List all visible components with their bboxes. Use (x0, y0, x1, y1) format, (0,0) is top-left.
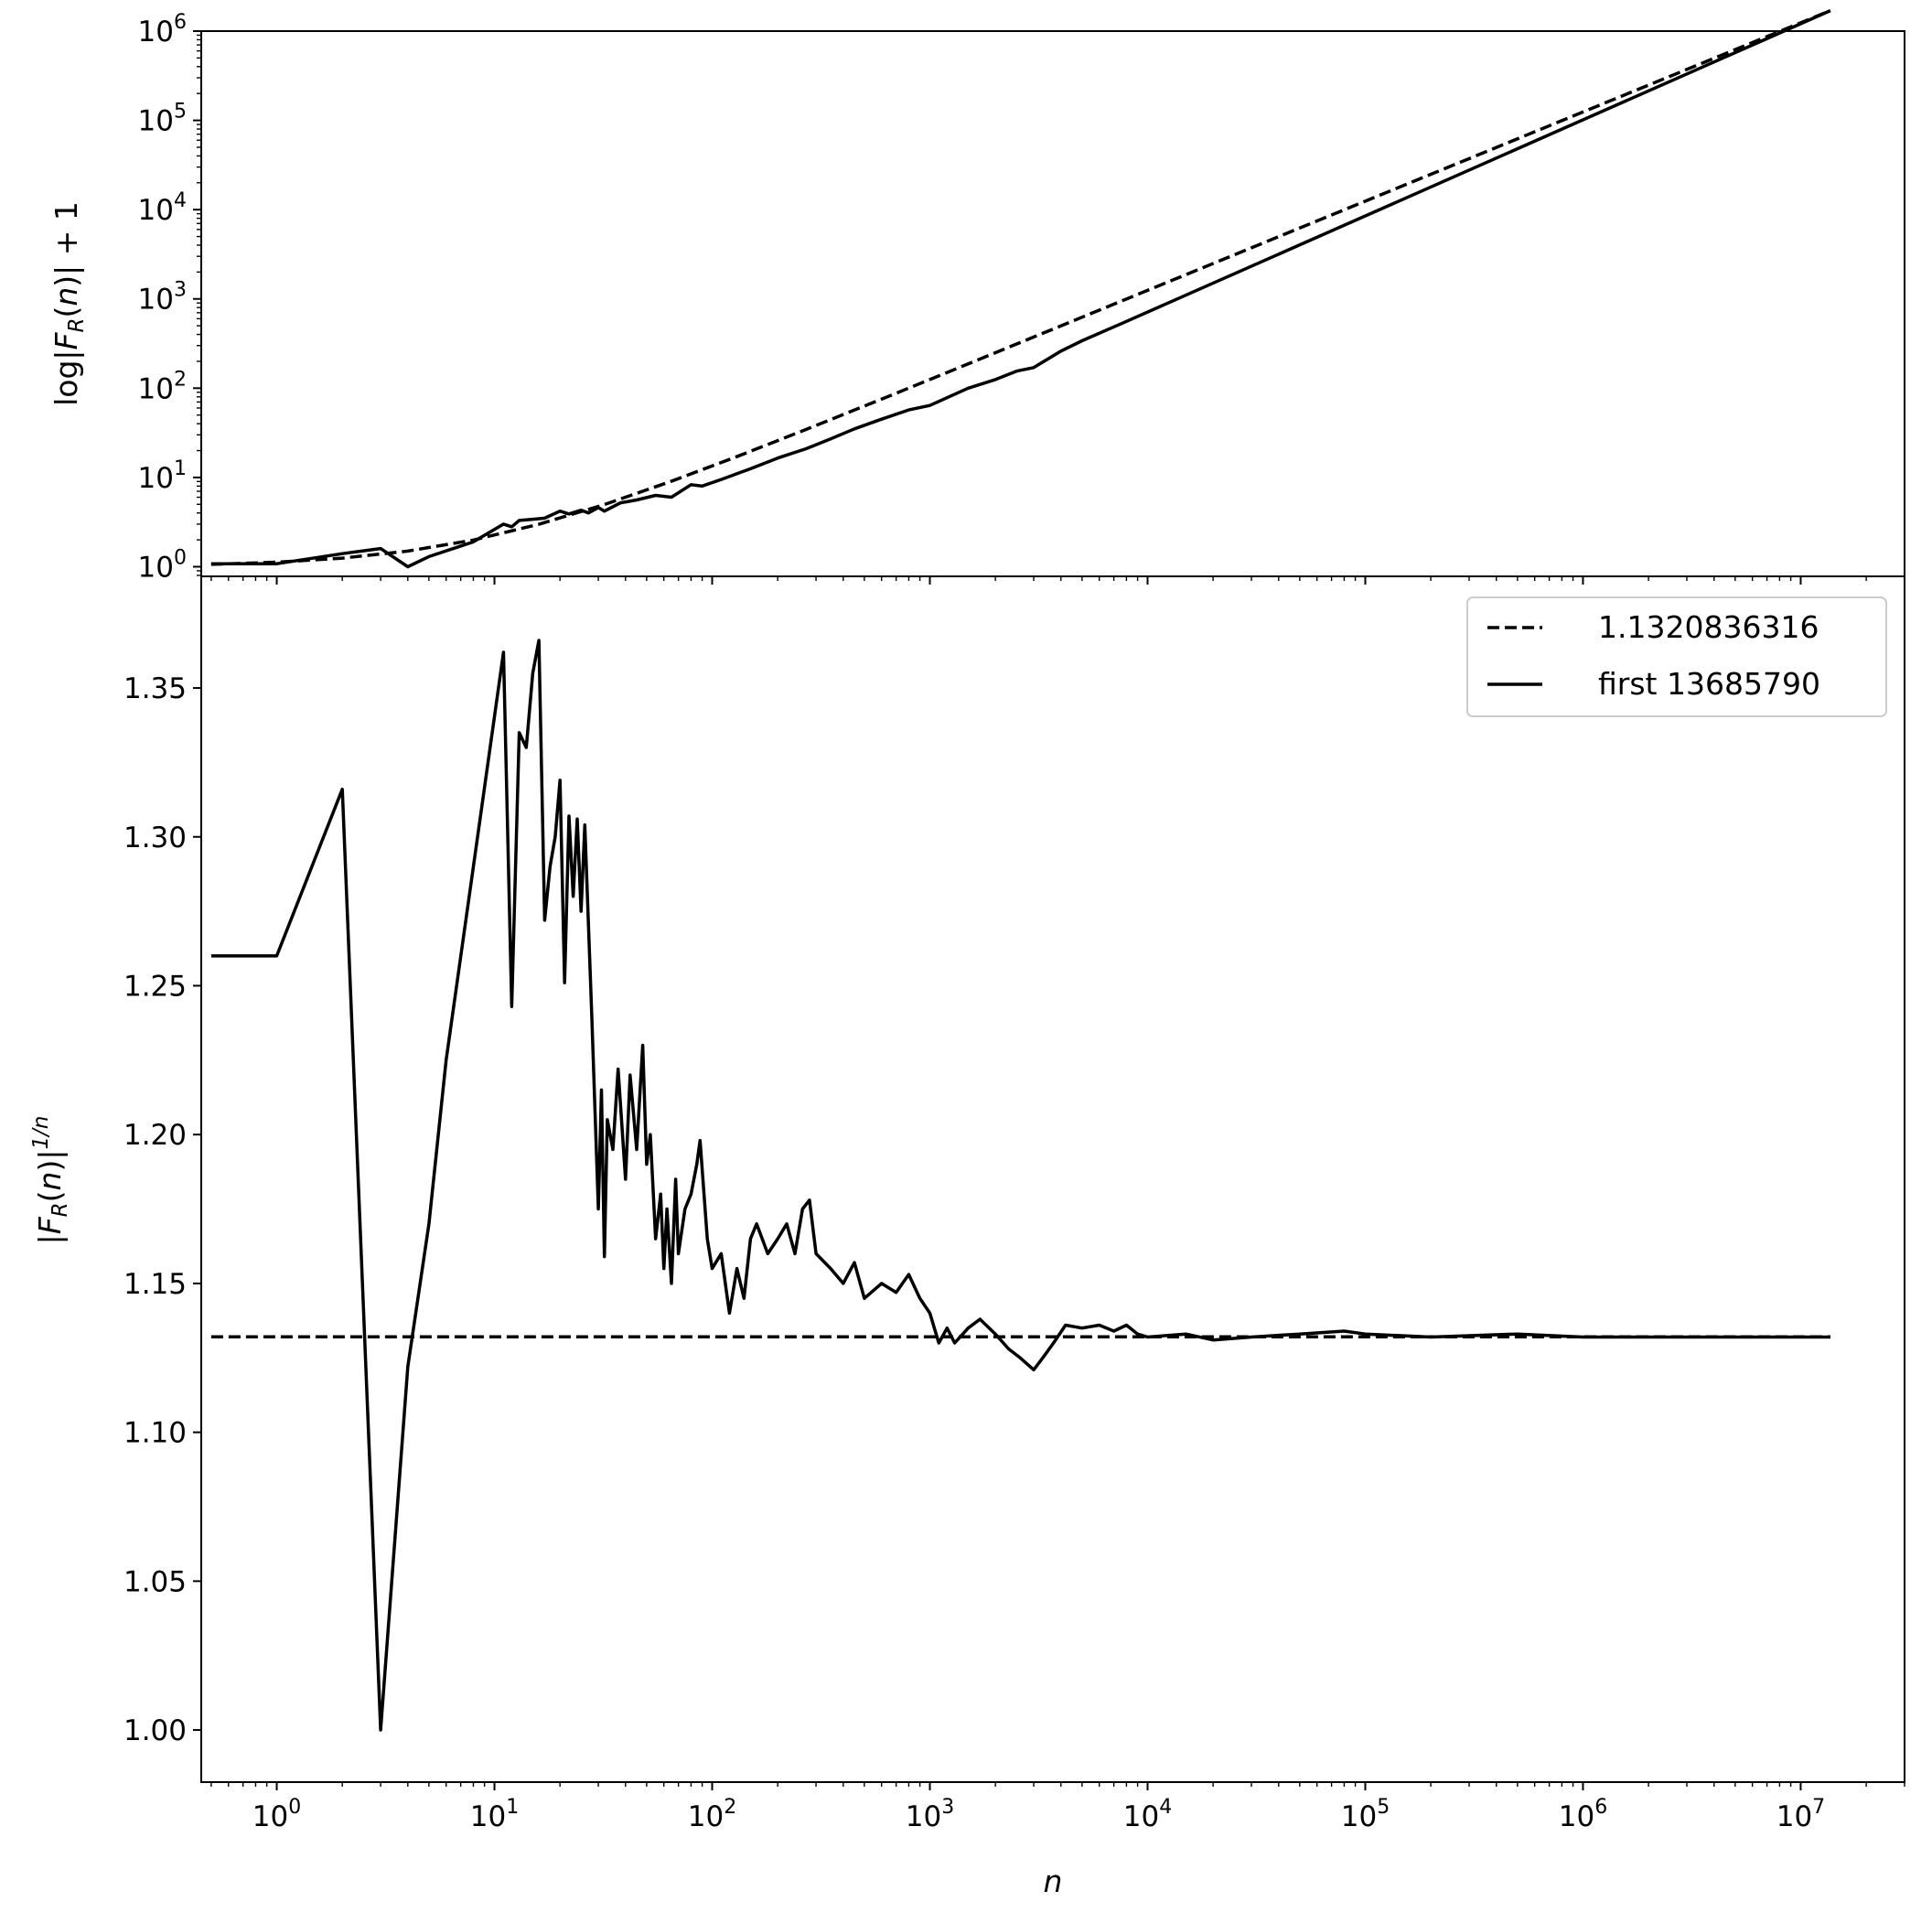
top-y-tick-label: 106 (138, 11, 187, 48)
bottom-x-tick-label: 100 (252, 1796, 301, 1833)
bottom-x-tick-label: 103 (906, 1796, 954, 1833)
legend-label-first: first 13685790 (1598, 666, 1820, 702)
bottom-y-tick-label: 1.30 (123, 822, 187, 854)
top-panel: 100 101 102 103 104 105 106 log|FR(n)| + 1 (48, 8, 1905, 585)
legend-label-constant: 1.1320836316 (1598, 609, 1819, 645)
bottom-x-tick-label: 107 (1776, 1796, 1825, 1833)
bottom-series-layer (210, 639, 1830, 1732)
top-y-tick-label: 102 (138, 368, 187, 405)
bottom-ticks-layer: 1.00 1.05 1.10 1.15 1.20 1.25 1.30 1.35 100 101 10… (123, 672, 1905, 1833)
bottom-series-solid-line (210, 639, 1830, 1732)
bottom-y-tick-label: 1.05 (123, 1565, 187, 1598)
top-series-dashed-line (210, 8, 1831, 566)
bottom-y-tick-label: 1.00 (123, 1714, 187, 1747)
legend-box (1466, 596, 1887, 717)
bottom-x-tick-label: 105 (1341, 1796, 1390, 1833)
bottom-y-tick-label: 1.25 (123, 970, 187, 1003)
top-y-tick-label: 103 (138, 279, 187, 317)
top-y-tick-label: 101 (138, 457, 187, 495)
bottom-x-tick-label: 106 (1559, 1796, 1607, 1833)
top-ticks-layer: 100 101 102 103 104 105 106 (138, 11, 1905, 585)
legend: 1.1320836316 first 13685790 (1466, 596, 1887, 717)
bottom-x-axis-label: n (1044, 1864, 1063, 1899)
bottom-panel: 1.00 1.05 1.10 1.15 1.20 1.25 1.30 1.35 100 101 10… (29, 575, 1905, 1899)
top-series-layer (210, 8, 1831, 569)
bottom-y-tick-label: 1.20 (123, 1119, 187, 1152)
bottom-plot-frame (200, 575, 1905, 1783)
top-series-solid-line (210, 8, 1831, 569)
bottom-x-tick-label: 104 (1123, 1796, 1172, 1833)
bottom-x-tick-label: 102 (688, 1796, 736, 1833)
bottom-y-axis-label: |FR(n)|1/n (29, 1116, 72, 1245)
top-y-tick-label: 105 (138, 101, 187, 138)
bottom-y-tick-label: 1.10 (123, 1417, 187, 1450)
bottom-x-tick-label: 101 (470, 1796, 519, 1833)
bottom-y-tick-label: 1.35 (123, 672, 187, 705)
top-y-tick-label: 100 (138, 546, 187, 584)
bottom-y-tick-label: 1.15 (123, 1268, 187, 1301)
top-y-axis-label: log|FR(n)| + 1 (48, 201, 89, 406)
top-y-tick-label: 104 (138, 189, 187, 227)
